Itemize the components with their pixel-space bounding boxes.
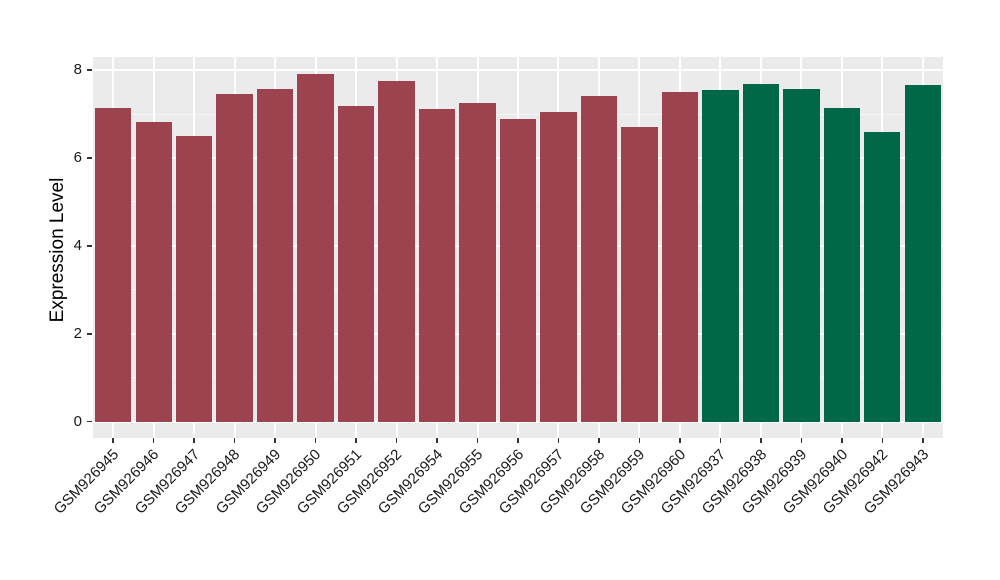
x-tick-mark [152,438,155,443]
bar-GSM926939 [783,88,820,422]
y-tick-mark [87,157,92,159]
bar-GSM926946 [135,121,172,422]
y-tick-label-8: 8 [73,61,82,79]
bar-GSM926943 [904,85,941,422]
bar-GSM926945 [95,107,132,422]
y-tick-mark [87,333,92,335]
bar-GSM926951 [337,106,375,422]
x-tick-mark [193,438,195,443]
y-tick-label-0: 0 [73,412,82,430]
y-tick-mark [87,69,92,71]
bar-GSM926937 [702,90,739,422]
y-tick-mark [87,245,92,247]
x-tick-mark [274,438,276,443]
x-tick-mark [922,438,924,443]
x-tick-mark [800,438,803,443]
y-tick-label-6: 6 [73,148,82,166]
x-tick-mark [233,438,236,443]
y-tick-label-4: 4 [73,236,82,254]
x-tick-mark [881,438,884,443]
x-tick-mark [476,438,479,443]
x-tick-mark [841,438,843,443]
x-tick-mark [638,438,641,443]
y-tick-label-2: 2 [73,324,82,342]
bar-GSM926960 [661,92,699,422]
bar-GSM926956 [499,119,537,422]
bar-GSM926958 [580,95,618,422]
x-tick-mark [557,438,560,443]
x-tick-label-text: GSM926943 [860,446,932,518]
bar-GSM926957 [540,111,577,422]
bar-GSM926959 [621,127,658,422]
bar-GSM926950 [297,74,334,422]
bar-GSM926952 [378,81,415,422]
x-tick-mark [436,438,438,443]
x-tick-mark [598,438,600,443]
bar-GSM926938 [742,84,780,422]
plot-panel [93,57,943,438]
bar-GSM926940 [823,108,861,422]
bar-GSM926948 [216,93,253,422]
x-tick-mark [679,438,681,443]
bar-GSM926947 [175,135,213,422]
bar-GSM926942 [864,131,901,422]
x-tick-mark [112,438,114,443]
bar-GSM926955 [459,103,496,422]
x-tick-mark [395,438,398,443]
x-tick-mark [314,438,317,443]
x-tick-mark [517,438,519,443]
x-tick-mark [719,438,722,443]
y-tick-mark [87,420,92,423]
bar-GSM926954 [418,109,456,422]
bar-GSM926949 [256,88,294,422]
x-tick-mark [355,438,357,443]
x-tick-label: GSM926943 [700,446,932,518]
x-tick-mark [760,438,762,443]
